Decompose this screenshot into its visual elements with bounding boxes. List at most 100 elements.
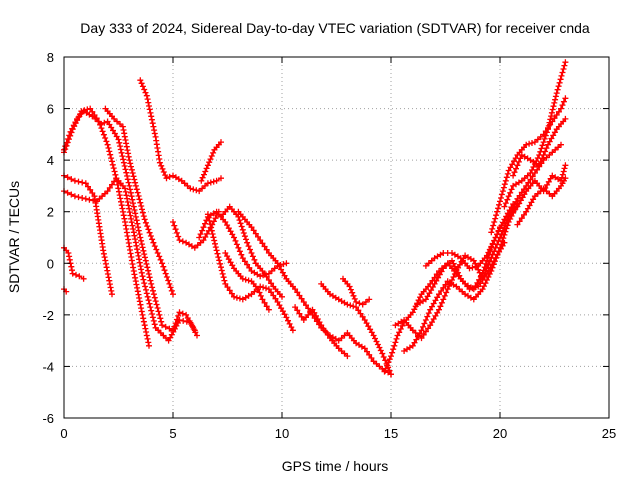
data-point [316, 319, 323, 326]
data-point [146, 103, 152, 109]
data-point [147, 233, 154, 239]
data-point [128, 219, 135, 226]
data-point [111, 168, 118, 175]
data-point [546, 138, 553, 145]
data-point [147, 109, 154, 116]
data-point [86, 196, 93, 203]
data-point [123, 169, 130, 176]
data-point [481, 273, 488, 280]
data-point [353, 299, 360, 305]
data-point [202, 168, 209, 175]
data-point [551, 129, 558, 136]
data-point [554, 86, 561, 93]
data-point [142, 257, 149, 264]
data-point [62, 143, 69, 150]
data-point [207, 156, 214, 163]
data-point [292, 286, 299, 293]
data-point [137, 77, 144, 84]
data-point [268, 289, 275, 296]
data-point [353, 304, 360, 311]
data-point [233, 241, 240, 248]
data-point [276, 302, 283, 309]
data-point [562, 162, 569, 169]
data-point [154, 250, 161, 256]
data-point [108, 287, 115, 294]
data-point [145, 226, 152, 233]
data-point [521, 211, 527, 218]
data-point [485, 267, 492, 274]
data-point [146, 342, 152, 349]
data-point [76, 273, 83, 280]
data-point [388, 353, 394, 360]
data-point [231, 293, 237, 300]
data-point [226, 287, 233, 294]
data-point [418, 327, 425, 334]
data-point [379, 350, 386, 357]
data-point [80, 275, 87, 282]
data-point [523, 141, 530, 148]
data-point [85, 183, 91, 190]
data-point [204, 180, 211, 187]
data-point [120, 159, 127, 166]
data-point [505, 167, 512, 174]
data-point [257, 237, 264, 244]
data-point [222, 250, 229, 256]
data-point [552, 93, 559, 100]
data-point [281, 311, 288, 318]
data-point [122, 166, 129, 173]
data-point [139, 244, 146, 251]
data-point [422, 296, 429, 303]
data-point [285, 317, 291, 324]
data-point [120, 127, 127, 133]
data-point [208, 153, 215, 159]
data-point [202, 234, 209, 240]
series-arc14 [222, 250, 272, 313]
data-point [122, 185, 128, 192]
data-point [144, 96, 151, 103]
data-point [210, 149, 217, 156]
data-point [129, 196, 136, 203]
data-point [365, 323, 372, 330]
data-point [144, 264, 151, 271]
data-point [127, 186, 134, 193]
data-point [67, 128, 74, 135]
data-point [136, 256, 143, 263]
data-point [112, 171, 119, 178]
data-point [382, 357, 389, 364]
data-point [136, 259, 143, 266]
data-point [322, 328, 329, 335]
data-point [213, 247, 220, 254]
data-point [142, 325, 149, 332]
data-point [415, 333, 421, 340]
data-point [110, 165, 117, 172]
data-point [134, 284, 141, 291]
y-axis-label: SDTVAR / TECUs [6, 181, 22, 293]
data-point [492, 215, 499, 222]
data-point [252, 230, 259, 237]
data-point [501, 231, 508, 238]
data-point [385, 359, 392, 366]
data-point [98, 121, 105, 127]
y-tick-label: -2 [42, 308, 54, 323]
data-point [203, 165, 210, 172]
data-point [422, 317, 429, 323]
data-point [151, 243, 158, 250]
data-point [124, 173, 131, 179]
data-point [427, 306, 434, 313]
data-point [82, 195, 89, 202]
data-point [190, 324, 197, 331]
data-point [246, 264, 253, 271]
data-point [132, 179, 139, 186]
data-point [141, 280, 148, 287]
data-point [153, 301, 160, 308]
y-tick-label: 2 [47, 205, 54, 220]
data-point [133, 217, 140, 224]
data-point [142, 89, 149, 96]
data-point [427, 322, 434, 329]
series-line [139, 79, 222, 192]
data-point [545, 126, 551, 133]
data-point [391, 342, 398, 349]
data-point [138, 203, 145, 209]
data-point [296, 292, 303, 299]
series-arc3 [61, 175, 200, 344]
